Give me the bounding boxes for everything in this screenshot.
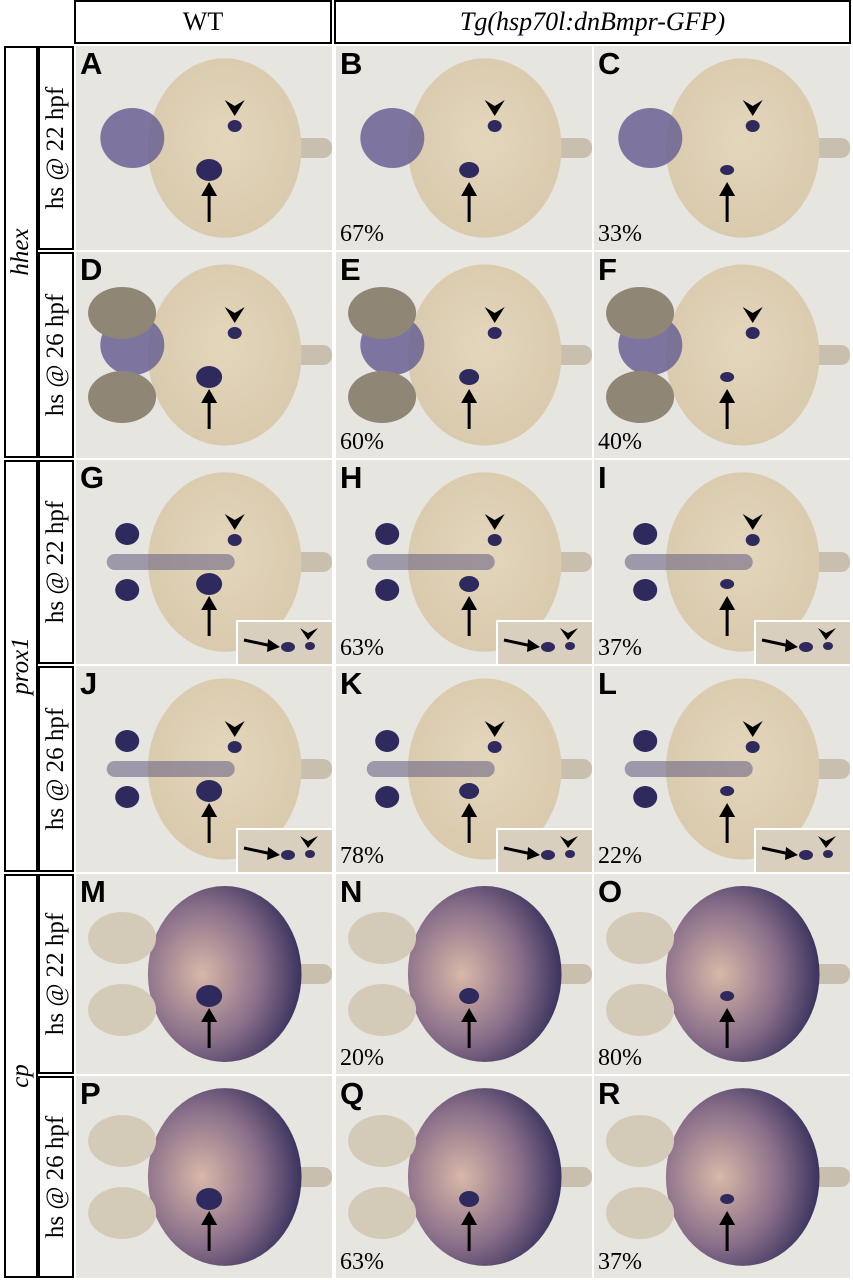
panel-m: M	[76, 874, 332, 1074]
condition-label-box: hs @ 26 hpf	[38, 1076, 74, 1278]
panel-g: G	[76, 460, 332, 664]
panel-d: D	[76, 252, 332, 458]
gene-label-cp: cp	[7, 1064, 34, 1088]
panel-percentage: 78%	[340, 843, 384, 869]
panel-k: K 78%	[336, 666, 592, 872]
panel-letter: O	[598, 874, 623, 909]
condition-label-box: hs @ 22 hpf	[38, 46, 74, 250]
panel-percentage: 80%	[598, 1045, 642, 1071]
condition-label: hs @ 22 hpf	[42, 912, 69, 1036]
panel-c: C 33%	[594, 46, 850, 250]
panel-percentage: 63%	[340, 635, 384, 661]
gene-label-hhex: hhex	[7, 228, 34, 276]
panel-f: F 40%	[594, 252, 850, 458]
condition-label: hs @ 26 hpf	[42, 707, 69, 831]
panel-percentage: 40%	[598, 429, 642, 455]
panel-l: L 22%	[594, 666, 850, 872]
panel-n: N 20%	[336, 874, 592, 1074]
panel-percentage: 63%	[340, 1249, 384, 1275]
condition-label: hs @ 26 hpf	[42, 293, 69, 417]
inset-image	[754, 828, 850, 872]
panel-i: I 37%	[594, 460, 850, 664]
panel-e: E 60%	[336, 252, 592, 458]
panel-b: B 67%	[336, 46, 592, 250]
panel-letter: J	[80, 666, 98, 701]
panel-letter: L	[598, 666, 617, 701]
panel-q: Q 63%	[336, 1076, 592, 1278]
panel-letter: G	[80, 460, 105, 495]
condition-label-box: hs @ 22 hpf	[38, 874, 74, 1074]
condition-label: hs @ 22 hpf	[42, 86, 69, 210]
panel-a: A	[76, 46, 332, 250]
condition-label-box: hs @ 22 hpf	[38, 460, 74, 664]
panel-percentage: 67%	[340, 221, 384, 247]
panel-letter: A	[80, 46, 103, 81]
inset-image	[236, 828, 332, 872]
panel-letter: R	[598, 1076, 621, 1111]
panel-letter: E	[340, 252, 361, 287]
gene-label-box-cp: cp	[4, 874, 38, 1278]
panel-percentage: 33%	[598, 221, 642, 247]
panel-percentage: 37%	[598, 1249, 642, 1275]
inset-image	[236, 620, 332, 664]
gene-label-prox1: prox1	[7, 637, 34, 695]
panel-percentage: 60%	[340, 429, 384, 455]
panel-letter: C	[598, 46, 621, 81]
condition-label-box: hs @ 26 hpf	[38, 252, 74, 458]
panel-j: J	[76, 666, 332, 872]
panel-letter: P	[80, 1076, 101, 1111]
panel-letter: H	[340, 460, 363, 495]
panel-letter: M	[80, 874, 106, 909]
condition-label: hs @ 22 hpf	[42, 500, 69, 624]
panel-letter: N	[340, 874, 363, 909]
panel-h: H 63%	[336, 460, 592, 664]
panel-letter: B	[340, 46, 363, 81]
panel-letter: I	[598, 460, 607, 495]
panel-r: R 37%	[594, 1076, 850, 1278]
panel-letter: F	[598, 252, 617, 287]
panel-o: O 80%	[594, 874, 850, 1074]
panel-p: P	[76, 1076, 332, 1278]
inset-image	[496, 828, 592, 872]
panel-percentage: 22%	[598, 843, 642, 869]
panel-percentage: 37%	[598, 635, 642, 661]
inset-image	[496, 620, 592, 664]
gene-label-box-hhex: hhex	[4, 46, 38, 458]
column-header-wt: WT	[74, 0, 332, 44]
panel-percentage: 20%	[340, 1045, 384, 1071]
panel-letter: Q	[340, 1076, 365, 1111]
condition-label-box: hs @ 26 hpf	[38, 666, 74, 872]
panel-letter: K	[340, 666, 363, 701]
condition-label: hs @ 26 hpf	[42, 1115, 69, 1239]
panel-letter: D	[80, 252, 103, 287]
gene-label-box-prox1: prox1	[4, 460, 38, 872]
inset-image	[754, 620, 850, 664]
column-header-transgenic: Tg(hsp70l:dnBmpr-GFP)	[334, 0, 851, 44]
